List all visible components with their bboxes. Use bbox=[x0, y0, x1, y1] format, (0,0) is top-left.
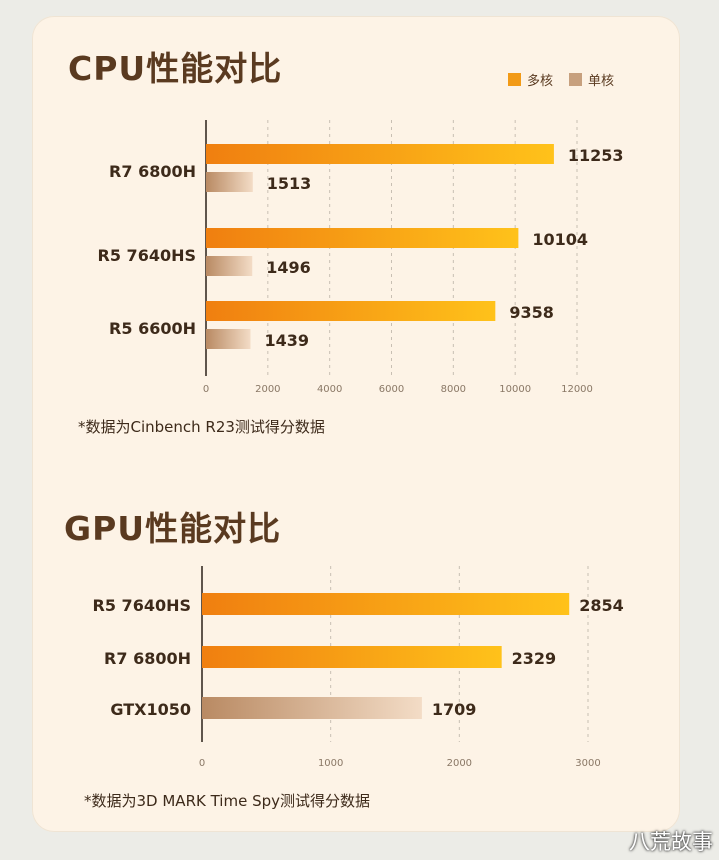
gpu-value-label: 2854 bbox=[579, 596, 624, 615]
gpu-category-label: R7 6800H bbox=[104, 649, 191, 668]
gpu-chart-title: GPU性能对比 bbox=[64, 509, 282, 548]
cpu-multi-core-bar bbox=[206, 301, 496, 321]
gpu-x-tick-label: 1000 bbox=[318, 758, 343, 769]
gpu-footnote: *数据为3D MARK Time Spy测试得分数据 bbox=[84, 792, 370, 810]
legend-item-single-core: 单核 bbox=[569, 70, 614, 89]
gpu-x-tick-label: 2000 bbox=[447, 758, 472, 769]
watermark: 八荒故事 bbox=[629, 830, 713, 854]
gpu-x-tick-label: 0 bbox=[199, 758, 205, 769]
cpu-x-tick-label: 0 bbox=[203, 384, 209, 395]
cpu-x-tick-label: 6000 bbox=[379, 384, 404, 395]
cpu-single-core-bar bbox=[206, 172, 253, 192]
cpu-multi-core-value-label: 9358 bbox=[509, 303, 554, 322]
cpu-chart-title: CPU性能对比 bbox=[68, 49, 283, 88]
cpu-category-label: R5 7640HS bbox=[98, 246, 196, 265]
cpu-multi-core-value-label: 10104 bbox=[532, 230, 588, 249]
cpu-category-label: R5 6600H bbox=[109, 319, 196, 338]
cpu-x-tick-label: 4000 bbox=[317, 384, 342, 395]
cpu-legend: 多核 单核 bbox=[508, 70, 614, 89]
gpu-category-label: R5 7640HS bbox=[93, 596, 191, 615]
cpu-x-tick-label: 8000 bbox=[441, 384, 466, 395]
gpu-x-tick-label: 3000 bbox=[575, 758, 600, 769]
gpu-bar bbox=[202, 697, 422, 719]
legend-label-single-core: 单核 bbox=[588, 74, 615, 89]
cpu-x-tick-label: 10000 bbox=[499, 384, 531, 395]
cpu-multi-core-value-label: 11253 bbox=[568, 146, 624, 165]
legend-label-multi-core: 多核 bbox=[527, 74, 554, 89]
cpu-multi-core-bar bbox=[206, 228, 519, 248]
cpu-single-core-bar bbox=[206, 329, 251, 349]
cpu-single-core-value-label: 1513 bbox=[267, 174, 312, 193]
cpu-multi-core-bar bbox=[206, 144, 554, 164]
cpu-single-core-value-label: 1439 bbox=[264, 331, 309, 350]
legend-swatch-multi-core bbox=[508, 73, 521, 86]
gpu-value-label: 2329 bbox=[512, 649, 557, 668]
gpu-category-label: GTX1050 bbox=[110, 700, 191, 719]
gpu-bar bbox=[202, 646, 502, 668]
cpu-x-tick-label: 12000 bbox=[561, 384, 593, 395]
gpu-bar bbox=[202, 593, 570, 615]
legend-item-multi-core: 多核 bbox=[508, 70, 553, 89]
cpu-footnote: *数据为Cinbench R23测试得分数据 bbox=[78, 418, 325, 436]
gpu-value-label: 1709 bbox=[432, 700, 477, 719]
cpu-single-core-bar bbox=[206, 256, 253, 276]
cpu-category-label: R7 6800H bbox=[109, 162, 196, 181]
cpu-x-tick-label: 2000 bbox=[255, 384, 280, 395]
legend-swatch-single-core bbox=[569, 73, 583, 86]
cpu-single-core-value-label: 1496 bbox=[266, 258, 311, 277]
